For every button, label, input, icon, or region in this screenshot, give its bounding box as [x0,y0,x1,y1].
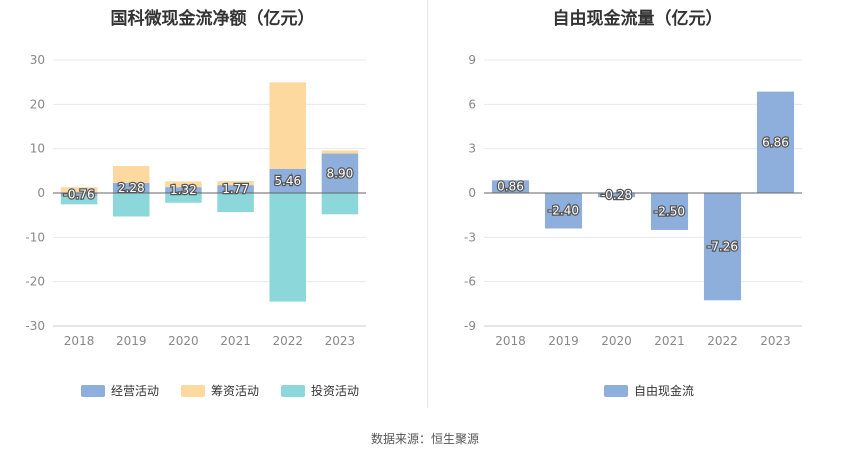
bar-1-2020 [597,193,636,198]
y-tick-label: 20 [30,97,45,111]
bar-1-2018 [60,193,98,197]
data-label: -0.28 [601,188,632,202]
bar-3-2020 [165,193,202,203]
legend-label: 投资活动 [311,383,359,398]
chart-divider [427,0,428,408]
bar-3-2023 [321,193,359,215]
legend-label: 筹资活动 [211,384,259,398]
y-tick-label: -3 [464,230,476,244]
right-chart-title: 自由现金流量（亿元） [552,9,723,29]
bar-2-2019 [112,166,150,183]
y-tick-label: -20 [25,275,45,289]
bar-2-2020 [165,181,202,188]
bar-2-2023 [321,150,359,154]
legend-label: 经营活动 [111,384,159,398]
bar-3-2021 [217,193,254,213]
bar-1-2023 [756,91,795,193]
x-tick-label: 2023 [760,334,791,348]
x-tick-label: 2020 [601,334,632,348]
y-tick-label: -30 [25,319,45,333]
bar-1-2019 [112,182,150,193]
legend-swatch [281,385,305,397]
x-tick-label: 2022 [272,334,303,348]
x-tick-label: 2020 [168,334,199,348]
legend-label: 自由现金流 [634,383,694,398]
x-tick-label: 2018 [495,334,526,348]
bar-1-2022 [703,193,742,301]
bar-1-2021 [650,193,689,230]
x-tick-label: 2019 [116,334,147,348]
data-source-note: 数据来源：恒生聚源 [370,432,479,446]
legend-swatch [181,385,205,397]
x-tick-label: 2022 [707,334,738,348]
left-chart-title: 国科微现金流净额（亿元） [110,9,315,29]
bar-1-2019 [544,193,583,229]
data-label: 8.90 [327,166,354,180]
bar-1-2020 [165,187,202,193]
y-tick-label: 6 [468,97,476,111]
data-label: 1.32 [170,183,197,197]
x-tick-label: 2023 [325,334,356,348]
data-label: 6.86 [762,135,789,149]
x-tick-label: 2019 [548,334,579,348]
y-tick-label: -10 [25,230,45,244]
data-label: 5.46 [274,174,301,188]
bar-3-2018 [60,196,98,205]
bar-1-2021 [217,185,254,193]
y-tick-label: 0 [468,186,476,200]
data-label: -0.76 [64,188,95,202]
bar-3-2022 [269,193,307,302]
data-label: -2.40 [548,204,579,218]
data-label: 2.28 [118,181,145,195]
y-tick-label: -9 [464,319,476,333]
x-tick-label: 2018 [64,334,95,348]
y-tick-label: 9 [468,53,476,67]
data-label: 1.77 [222,182,249,196]
bar-2-2022 [269,82,307,169]
bar-3-2019 [112,193,150,217]
bar-1-2022 [269,168,307,193]
bar-1-2023 [321,153,359,193]
y-tick-label: 30 [30,53,45,67]
x-tick-label: 2021 [654,334,685,348]
data-label: -7.26 [707,240,738,254]
data-label: 0.86 [497,180,524,194]
legend-swatch [604,385,628,397]
y-tick-label: 3 [468,142,476,156]
bar-2-2018 [60,187,98,193]
legend-swatch [81,385,105,397]
data-label: -2.50 [654,204,685,218]
bar-1-2018 [491,180,530,193]
y-tick-label: 10 [30,142,45,156]
bar-2-2021 [217,181,254,186]
x-tick-label: 2021 [220,334,251,348]
y-tick-label: -6 [464,275,476,289]
y-tick-label: 0 [37,186,45,200]
